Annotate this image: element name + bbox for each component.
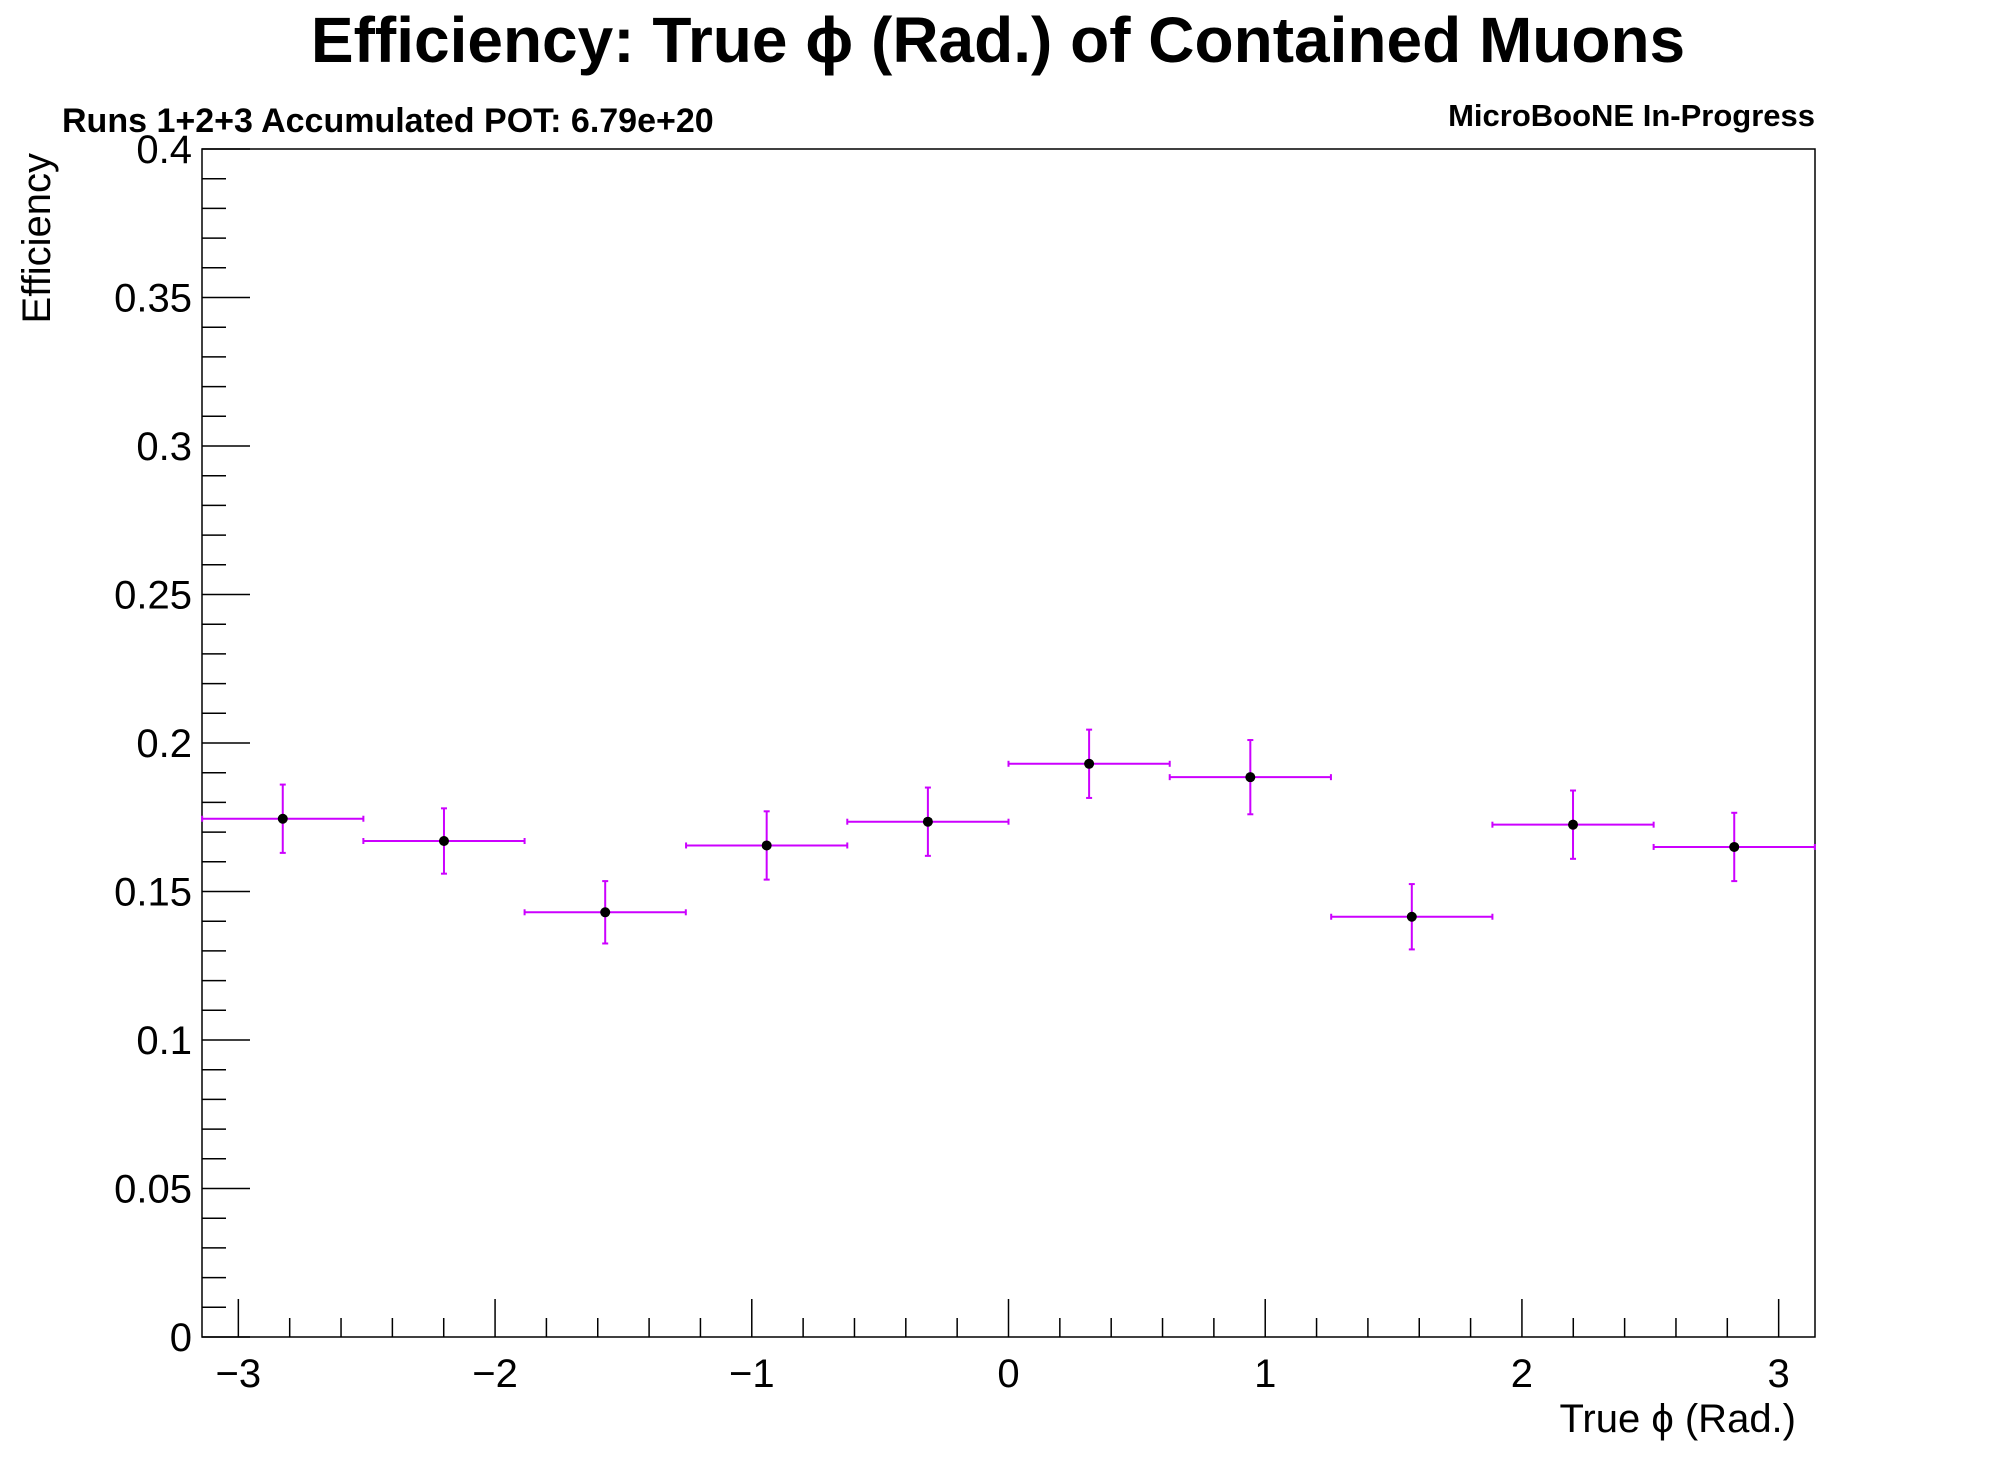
data-point bbox=[846, 786, 1010, 857]
plot-frame bbox=[201, 148, 1816, 1338]
data-marker bbox=[1406, 911, 1417, 922]
data-marker bbox=[1568, 819, 1579, 830]
data-point bbox=[1007, 728, 1171, 799]
y-tick-label: 0.4 bbox=[136, 128, 192, 172]
data-marker bbox=[438, 836, 449, 847]
data-point bbox=[362, 807, 526, 875]
data-marker bbox=[277, 813, 288, 824]
y-tick-label: 0.1 bbox=[136, 1019, 192, 1063]
y-tick-label: 0.25 bbox=[114, 574, 192, 618]
data-marker bbox=[922, 816, 933, 827]
y-tick-label: 0 bbox=[170, 1316, 192, 1360]
y-tick-label: 0.3 bbox=[136, 425, 192, 469]
x-tick-label: 0 bbox=[997, 1352, 1019, 1396]
x-axis: −3 −2 −1 0 1 2 3 bbox=[216, 1299, 1790, 1396]
data-point bbox=[1330, 883, 1494, 951]
data-marker bbox=[1245, 772, 1256, 783]
data-series bbox=[201, 728, 1816, 951]
data-point bbox=[685, 810, 849, 881]
data-point bbox=[1652, 811, 1816, 883]
data-point bbox=[523, 880, 687, 945]
experiment-tag: MicroBooNE In-Progress bbox=[1448, 98, 1815, 133]
x-tick-label: −2 bbox=[472, 1352, 518, 1396]
data-marker bbox=[761, 840, 772, 851]
y-tick-label: 0.05 bbox=[114, 1168, 192, 1212]
x-tick-label: 3 bbox=[1768, 1352, 1790, 1396]
data-point bbox=[1491, 789, 1655, 860]
y-tick-label: 0.15 bbox=[114, 871, 192, 915]
chart-subtitle: Runs 1+2+3 Accumulated POT: 6.79e+20 bbox=[62, 102, 714, 140]
x-tick-label: 1 bbox=[1254, 1352, 1276, 1396]
y-axis-label: Efficiency bbox=[15, 153, 59, 323]
y-axis: 0 0.05 0.1 0.15 0.2 0.25 0.3 0.35 0.4 bbox=[114, 128, 250, 1360]
x-tick-label: 2 bbox=[1511, 1352, 1533, 1396]
y-tick-label: 0.2 bbox=[136, 722, 192, 766]
data-marker bbox=[1729, 841, 1740, 852]
x-tick-label: −1 bbox=[729, 1352, 775, 1396]
x-tick-label: −3 bbox=[216, 1352, 262, 1396]
data-marker bbox=[600, 907, 611, 918]
chart-title: Efficiency: True ϕ (Rad.) of Contained M… bbox=[311, 4, 1685, 76]
x-axis-label: True ϕ (Rad.) bbox=[1559, 1397, 1796, 1441]
y-tick-label: 0.35 bbox=[114, 277, 192, 321]
data-point bbox=[201, 783, 365, 854]
data-marker bbox=[1084, 758, 1095, 769]
data-point bbox=[1168, 739, 1332, 816]
